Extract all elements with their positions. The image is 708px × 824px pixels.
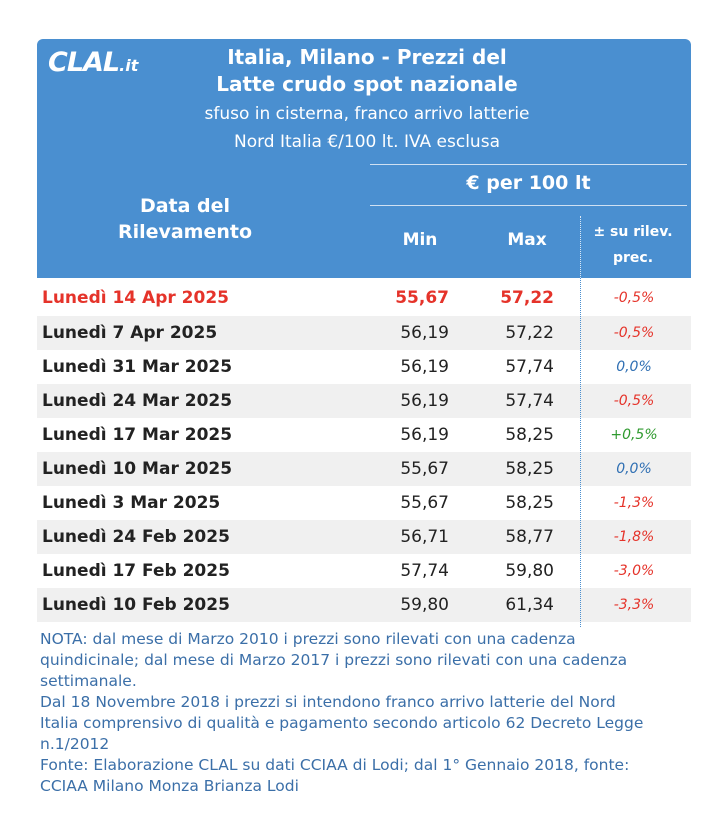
price-table-panel: CLAL.it Italia, Milano - Prezzi del Latt…: [37, 39, 691, 627]
row-min: 55,67: [395, 288, 449, 308]
row-min: 59,80: [400, 595, 449, 615]
row-date: Lunedì 24 Mar 2025: [42, 391, 233, 411]
table-row: Lunedì 10 Feb 2025 59,80 61,34 -3,3%: [37, 588, 691, 622]
row-min: 56,19: [400, 425, 449, 445]
table-row: Lunedì 17 Mar 2025 56,19 58,25 +0,5%: [37, 418, 691, 452]
row-change: -0,5%: [613, 290, 655, 306]
page-title-line2: Latte crudo spot nazionale: [216, 72, 518, 96]
row-max: 59,80: [505, 561, 554, 581]
row-change: -1,8%: [613, 529, 655, 545]
row-date: Lunedì 10 Mar 2025: [42, 459, 233, 479]
table-header: CLAL.it Italia, Milano - Prezzi del Latt…: [37, 39, 691, 278]
table-row: Lunedì 24 Mar 2025 56,19 57,74 -0,5%: [37, 384, 691, 418]
row-min: 57,74: [400, 561, 449, 581]
subtitle-line2: Nord Italia €/100 lt. IVA esclusa: [234, 132, 500, 152]
change-column-header: ± su rilev. prec.: [578, 219, 688, 271]
note-line: CCIAA Milano Monza Brianza Lodi: [40, 777, 299, 795]
row-date: Lunedì 17 Feb 2025: [42, 561, 230, 581]
row-max: 57,74: [505, 357, 554, 377]
note-line: Italia comprensivo di qualità e pagament…: [40, 714, 644, 732]
row-min: 56,71: [400, 527, 449, 547]
row-min: 56,19: [400, 323, 449, 343]
header-divider-bottom: [370, 205, 687, 206]
logo-suffix: .it: [119, 56, 139, 75]
row-change: -0,5%: [613, 325, 655, 341]
row-change: -3,3%: [613, 597, 655, 613]
row-change: -1,3%: [613, 495, 655, 511]
row-date: Lunedì 7 Apr 2025: [42, 323, 218, 343]
table-row: Lunedì 7 Apr 2025 56,19 57,22 -0,5%: [37, 316, 691, 350]
date-column-header: Data del Rilevamento: [37, 193, 333, 245]
subtitle-line1: sfuso in cisterna, franco arrivo latteri…: [204, 104, 530, 124]
price-rows: Lunedì 14 Apr 2025 55,67 57,22 -0,5% Lun…: [37, 278, 691, 622]
row-min: 55,67: [400, 459, 449, 479]
table-row: Lunedì 17 Feb 2025 57,74 59,80 -3,0%: [37, 554, 691, 588]
change-column-header-line1: ± su rilev.: [593, 224, 673, 240]
note-line: Dal 18 Novembre 2018 i prezzi si intendo…: [40, 693, 616, 711]
row-change: 0,0%: [616, 461, 652, 477]
row-max: 61,34: [505, 595, 554, 615]
table-row: Lunedì 14 Apr 2025 55,67 57,22 -0,5%: [37, 278, 691, 316]
note-line: settimanale.: [40, 672, 137, 690]
header-column-separator: [580, 216, 581, 278]
row-max: 58,25: [505, 425, 554, 445]
row-change: +0,5%: [610, 427, 658, 443]
table-row: Lunedì 24 Feb 2025 56,71 58,77 -1,8%: [37, 520, 691, 554]
footnotes: NOTA: dal mese di Marzo 2010 i prezzi so…: [40, 629, 700, 797]
row-change: 0,0%: [616, 359, 652, 375]
unit-group-header: € per 100 lt: [466, 172, 591, 194]
row-min: 55,67: [400, 493, 449, 513]
row-max: 58,77: [505, 527, 554, 547]
date-column-header-line2: Rilevamento: [117, 221, 253, 243]
row-change: -0,5%: [613, 393, 655, 409]
max-column-header: Max: [507, 230, 547, 250]
row-max: 58,25: [505, 459, 554, 479]
note-line: Fonte: Elaborazione CLAL su dati CCIAA d…: [40, 756, 630, 774]
table-row: Lunedì 31 Mar 2025 56,19 57,74 0,0%: [37, 350, 691, 384]
page-title-line1: Italia, Milano - Prezzi del: [227, 45, 507, 69]
min-column-header: Min: [402, 230, 438, 250]
row-max: 57,22: [505, 323, 554, 343]
change-column-header-line2: prec.: [612, 250, 654, 266]
row-max: 58,25: [505, 493, 554, 513]
row-max: 57,22: [500, 288, 554, 308]
row-date: Lunedì 10 Feb 2025: [42, 595, 230, 615]
header-divider-top: [370, 164, 687, 165]
clal-logo[interactable]: CLAL.it: [48, 47, 138, 78]
change-column-separator: [580, 278, 581, 627]
table-row: Lunedì 3 Mar 2025 55,67 58,25 -1,3%: [37, 486, 691, 520]
row-date: Lunedì 17 Mar 2025: [42, 425, 233, 445]
logo-main: CLAL: [48, 47, 120, 78]
row-date: Lunedì 3 Mar 2025: [42, 493, 221, 513]
row-max: 57,74: [505, 391, 554, 411]
row-min: 56,19: [400, 391, 449, 411]
note-line: quindicinale; dal mese di Marzo 2017 i p…: [40, 651, 628, 669]
note-line: NOTA: dal mese di Marzo 2010 i prezzi so…: [40, 630, 576, 648]
row-date: Lunedì 24 Feb 2025: [42, 527, 230, 547]
row-min: 56,19: [400, 357, 449, 377]
row-date: Lunedì 31 Mar 2025: [42, 357, 233, 377]
row-date: Lunedì 14 Apr 2025: [42, 288, 229, 308]
row-change: -3,0%: [613, 563, 655, 579]
table-row: Lunedì 10 Mar 2025 55,67 58,25 0,0%: [37, 452, 691, 486]
date-column-header-line1: Data del: [139, 195, 231, 217]
note-line: n.1/2012: [40, 735, 110, 753]
